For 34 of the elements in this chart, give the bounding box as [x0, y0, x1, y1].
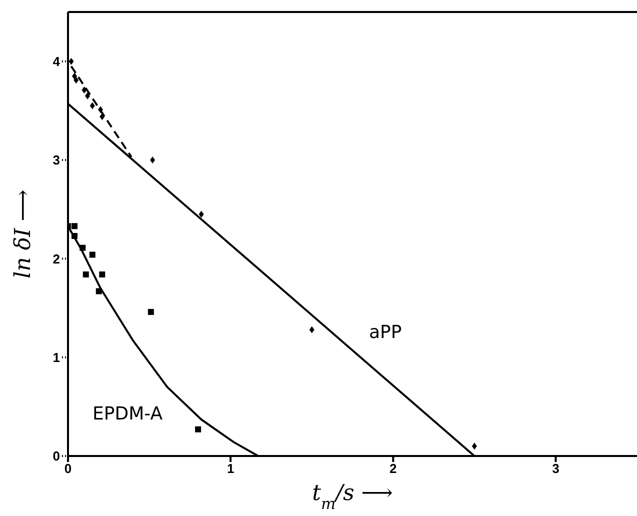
point [72, 223, 78, 230]
point [90, 102, 95, 110]
point [100, 113, 105, 120]
point [198, 210, 204, 218]
point [150, 156, 156, 164]
point [96, 288, 102, 294]
point [99, 271, 106, 278]
x-axis-title: t$_{m}$/s ⟶ [312, 481, 393, 513]
y-tick-label: 0 [52, 448, 60, 464]
point [72, 72, 78, 80]
x-tick-label: 3 [552, 461, 560, 476]
point [195, 426, 202, 432]
point [80, 244, 86, 251]
annotation: aPP [369, 322, 402, 344]
point [82, 86, 87, 94]
y-axis-title: ln δI ⟶ [11, 190, 36, 278]
y-tick-label: 1 [52, 350, 60, 365]
x-tick-label: 1 [226, 461, 234, 476]
point [82, 271, 89, 278]
x-tick-label: 2 [390, 461, 397, 476]
point [98, 106, 104, 114]
y-tick-label: 4 [52, 54, 61, 69]
point [89, 252, 96, 258]
point [74, 76, 79, 84]
y-tick-label: 2 [52, 251, 60, 266]
point [72, 232, 78, 239]
point [148, 308, 154, 315]
x-tick-label: 0 [64, 461, 72, 476]
y-tick-label: 3 [52, 152, 60, 168]
annotation: EPDM-A [92, 403, 164, 424]
point [309, 326, 314, 334]
point [68, 58, 74, 65]
point [85, 92, 90, 100]
point [472, 442, 477, 450]
